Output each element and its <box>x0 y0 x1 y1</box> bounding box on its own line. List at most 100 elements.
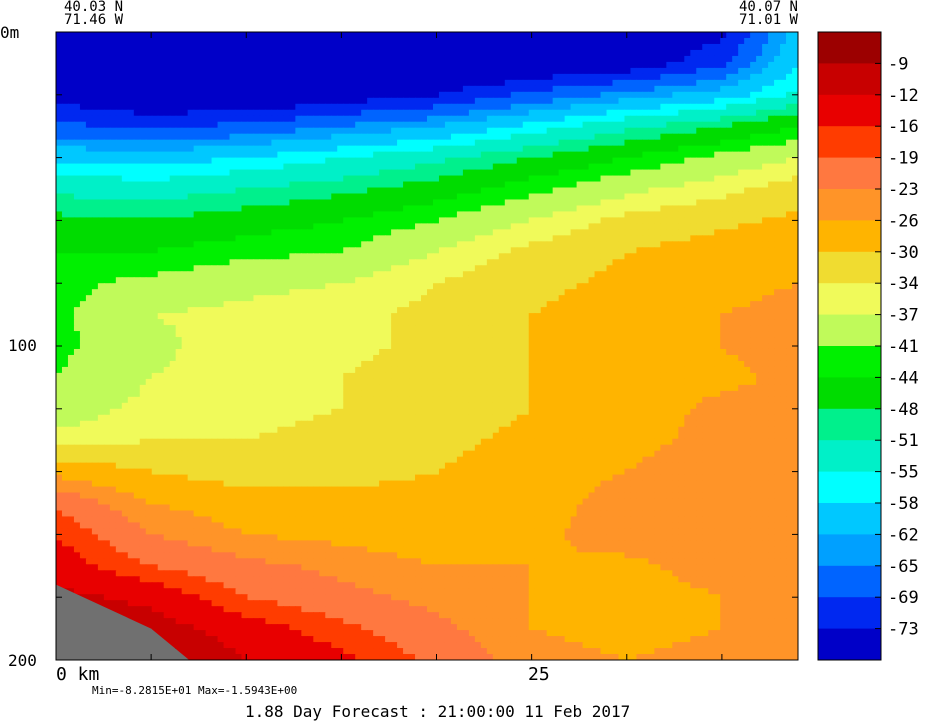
field-cell <box>546 193 554 201</box>
field-cell <box>385 199 392 207</box>
field-cell <box>618 43 626 51</box>
field-cell <box>421 169 428 177</box>
field-cell <box>576 109 584 117</box>
field-cell <box>468 211 476 219</box>
field-cell <box>409 73 416 81</box>
field-cell <box>486 85 494 93</box>
field-cell <box>91 265 99 272</box>
field-cell <box>151 187 159 195</box>
field-cell <box>606 265 614 272</box>
field-cell <box>432 127 440 135</box>
field-cell <box>295 187 302 195</box>
field-cell <box>702 265 709 272</box>
field-cell <box>612 109 620 117</box>
field-cell <box>438 175 446 183</box>
field-cell <box>750 223 757 230</box>
field-cell <box>522 109 530 117</box>
field-cell <box>229 91 237 99</box>
field-cell <box>295 175 302 183</box>
field-cell <box>295 61 302 69</box>
field-cell <box>504 181 512 189</box>
field-cell <box>313 187 320 195</box>
field-cell <box>163 133 171 141</box>
field-cell <box>768 49 775 57</box>
field-cell <box>618 205 626 213</box>
field-cell <box>397 115 404 123</box>
field-cell <box>337 151 344 159</box>
field-cell <box>660 127 667 135</box>
field-cell <box>409 181 416 189</box>
field-cell <box>450 49 458 57</box>
field-cell <box>720 163 727 171</box>
field-cell <box>247 43 255 51</box>
field-cell <box>157 229 165 236</box>
field-cell <box>409 205 416 213</box>
field-cell <box>552 85 560 93</box>
field-cell <box>678 175 685 183</box>
field-cell <box>403 211 410 219</box>
field-cell <box>271 85 278 93</box>
field-cell <box>289 49 296 57</box>
field-cell <box>73 109 81 117</box>
field-cell <box>738 61 745 69</box>
field-cell <box>56 103 63 111</box>
field-cell <box>636 145 644 153</box>
field-cell <box>325 247 332 254</box>
field-cell <box>337 49 344 57</box>
field-cell <box>271 193 278 201</box>
field-cell <box>367 91 374 99</box>
field-cell <box>666 157 673 165</box>
field-cell <box>486 253 494 260</box>
field-cell <box>594 253 602 260</box>
field-cell <box>319 55 326 63</box>
field-cell <box>139 85 147 93</box>
field-cell <box>211 133 219 141</box>
field-cell <box>786 73 793 81</box>
field-cell <box>522 253 530 260</box>
field-cell <box>229 151 237 159</box>
field-cell <box>612 265 620 272</box>
field-cell <box>367 73 374 81</box>
field-cell <box>714 247 721 254</box>
field-cell <box>576 85 584 93</box>
field-cell <box>427 127 434 135</box>
field-cell <box>780 61 787 69</box>
field-cell <box>672 241 679 248</box>
field-cell <box>337 217 344 224</box>
field-cell <box>355 157 362 165</box>
field-cell <box>768 163 775 171</box>
field-cell <box>534 187 542 195</box>
field-cell <box>534 109 542 117</box>
field-cell <box>373 61 380 69</box>
field-cell <box>606 79 614 87</box>
field-cell <box>157 73 165 81</box>
field-cell <box>516 109 524 117</box>
field-cell <box>642 181 649 189</box>
field-cell <box>403 55 410 63</box>
field-cell <box>127 103 135 111</box>
field-cell <box>504 205 512 213</box>
field-cell <box>301 235 308 242</box>
field-cell <box>313 32 320 39</box>
field-cell <box>115 217 123 224</box>
field-cell <box>522 103 530 111</box>
field-cell <box>109 169 117 177</box>
field-cell <box>409 241 416 248</box>
field-cell <box>415 211 422 219</box>
field-cell <box>552 223 560 230</box>
field-cell <box>462 67 470 75</box>
field-cell <box>462 157 470 165</box>
field-cell <box>462 115 470 123</box>
field-cell <box>199 271 207 278</box>
field-cell <box>432 199 440 207</box>
field-cell <box>714 37 721 45</box>
field-cell <box>654 247 661 254</box>
field-cell <box>313 247 320 254</box>
field-cell <box>780 49 787 57</box>
field-cell <box>427 61 434 69</box>
field-cell <box>624 187 632 195</box>
field-cell <box>594 73 602 81</box>
field-cell <box>85 37 93 45</box>
field-cell <box>181 253 189 260</box>
field-cell <box>427 85 434 93</box>
